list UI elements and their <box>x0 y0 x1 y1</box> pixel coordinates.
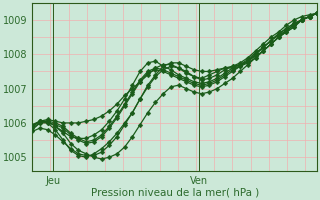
X-axis label: Pression niveau de la mer( hPa ): Pression niveau de la mer( hPa ) <box>91 187 259 197</box>
